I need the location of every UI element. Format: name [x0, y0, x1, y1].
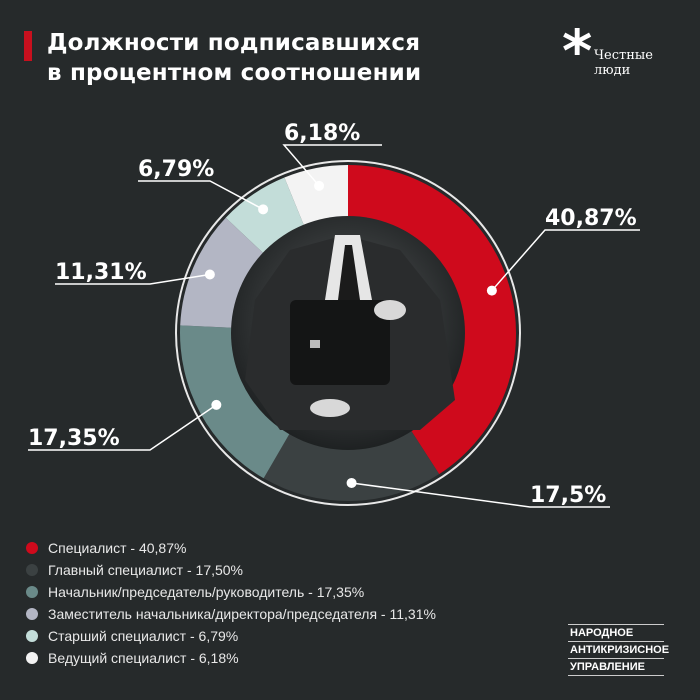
slice-0	[348, 165, 516, 475]
callout-line-2	[28, 404, 217, 451]
data-label-4: 6,79%	[138, 157, 214, 182]
center-photo	[231, 216, 465, 450]
legend-swatch	[26, 542, 38, 554]
data-label-0: 40,87%	[545, 206, 637, 231]
legend-item: Начальник/председатель/руководитель - 17…	[26, 581, 436, 603]
legend-swatch	[26, 652, 38, 664]
callout-line-1	[351, 482, 610, 508]
brand-line-2: люди	[594, 63, 631, 78]
slice-1	[263, 425, 440, 501]
org-line-1: НАРОДНОЕ	[568, 624, 664, 641]
data-label-2: 17,35%	[28, 426, 120, 451]
legend: Специалист - 40,87% Главный специалист - …	[26, 537, 436, 669]
data-label-1: 17,5%	[530, 483, 606, 508]
data-label-5: 6,18%	[284, 121, 360, 146]
legend-item: Специалист - 40,87%	[26, 537, 436, 559]
legend-item: Старший специалист - 6,79%	[26, 625, 436, 647]
callout-dot-1	[346, 477, 357, 488]
callout-dot-5	[314, 180, 325, 191]
callout-dot-4	[258, 204, 269, 215]
title-line-2: в процентном соотношении	[47, 60, 422, 86]
slice-2	[179, 325, 293, 479]
legend-label: Ведущий специалист - 6,18%	[48, 650, 239, 666]
legend-swatch	[26, 564, 38, 576]
asterisk-icon: *	[562, 17, 593, 85]
legend-label: Начальник/председатель/руководитель - 17…	[48, 584, 365, 600]
slice-3	[180, 217, 268, 329]
slice-5	[284, 165, 348, 232]
legend-label: Заместитель начальника/директора/председ…	[48, 606, 436, 622]
legend-item: Заместитель начальника/директора/председ…	[26, 603, 436, 625]
legend-swatch	[26, 608, 38, 620]
legend-label: Главный специалист - 17,50%	[48, 562, 244, 578]
legend-item: Главный специалист - 17,50%	[26, 559, 436, 581]
org-line-2: АНТИКРИЗИСНОЕ	[568, 641, 669, 658]
callout-line-0	[491, 229, 640, 292]
title-line-1: Должности подписавшихся	[47, 30, 421, 56]
legend-swatch	[26, 586, 38, 598]
legend-swatch	[26, 630, 38, 642]
org-logo: НАРОДНОЕ АНТИКРИЗИСНОЕ УПРАВЛЕНИЕ	[568, 624, 669, 676]
legend-item: Ведущий специалист - 6,18%	[26, 647, 436, 669]
callout-dot-3	[204, 269, 215, 280]
callout-line-5	[282, 144, 382, 187]
legend-label: Старший специалист - 6,79%	[48, 628, 239, 644]
callout-dot-2	[211, 399, 222, 410]
org-line-3: УПРАВЛЕНИЕ	[568, 658, 664, 676]
brand-line-1: Честные	[594, 48, 653, 63]
outer-ring	[175, 160, 521, 506]
callout-line-3	[55, 273, 210, 285]
page-title: Должности подписавшихся в процентном соо…	[47, 28, 421, 88]
brand-logo: * Честные люди	[562, 22, 682, 80]
data-label-3: 11,31%	[55, 260, 147, 285]
callout-dot-0	[486, 285, 497, 296]
callout-line-4	[138, 180, 264, 210]
title-accent-bar	[24, 31, 32, 61]
legend-label: Специалист - 40,87%	[48, 540, 187, 556]
